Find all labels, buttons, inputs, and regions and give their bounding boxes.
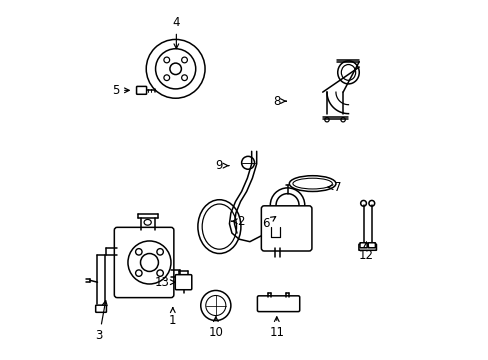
Text: 10: 10 xyxy=(208,317,223,339)
Text: 13: 13 xyxy=(154,276,175,289)
Text: 2: 2 xyxy=(231,215,244,228)
Text: 12: 12 xyxy=(358,242,373,262)
Text: 8: 8 xyxy=(272,95,285,108)
FancyBboxPatch shape xyxy=(261,206,311,251)
Text: 1: 1 xyxy=(169,308,176,327)
FancyBboxPatch shape xyxy=(175,275,191,290)
FancyBboxPatch shape xyxy=(114,227,174,298)
Text: 3: 3 xyxy=(95,301,107,342)
FancyBboxPatch shape xyxy=(96,305,106,312)
Text: 7: 7 xyxy=(327,181,341,194)
FancyBboxPatch shape xyxy=(358,244,376,250)
Text: 11: 11 xyxy=(269,317,284,339)
Text: 4: 4 xyxy=(172,16,180,49)
FancyBboxPatch shape xyxy=(367,243,375,248)
Text: 6: 6 xyxy=(262,216,275,230)
FancyBboxPatch shape xyxy=(359,243,366,248)
FancyBboxPatch shape xyxy=(136,86,146,94)
FancyBboxPatch shape xyxy=(257,296,299,312)
Text: 5: 5 xyxy=(111,84,129,97)
Text: 9: 9 xyxy=(215,159,228,172)
